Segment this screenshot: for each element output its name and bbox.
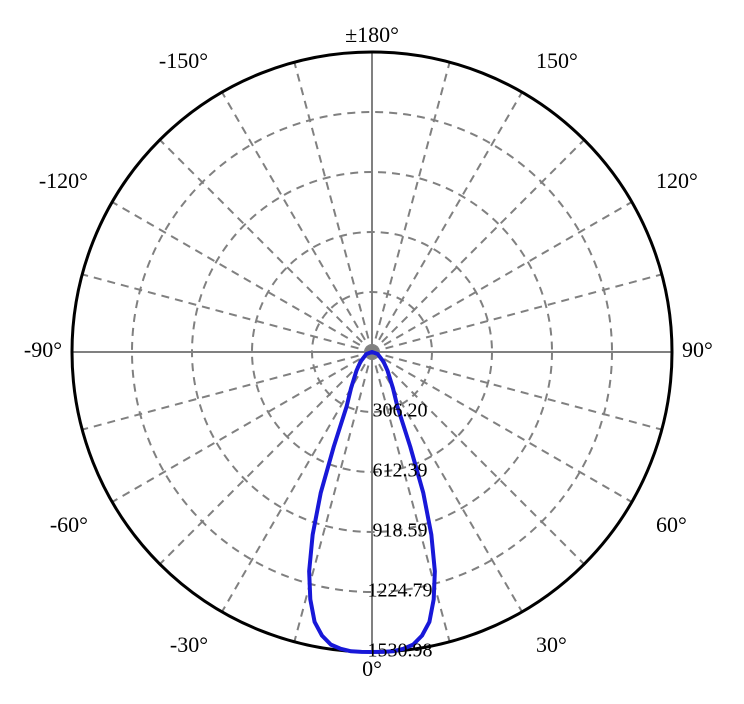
polar-chart: ±180°-150°-120°-90°-60°-30°0°30°60°90°12… bbox=[0, 0, 744, 704]
angle-label: -90° bbox=[24, 337, 62, 362]
angle-label: ±180° bbox=[345, 22, 399, 47]
angle-label: -120° bbox=[39, 168, 88, 193]
angle-label: 60° bbox=[656, 512, 687, 537]
angle-label: -150° bbox=[159, 48, 208, 73]
radial-label: 918.59 bbox=[373, 520, 428, 542]
angle-label: 120° bbox=[656, 168, 698, 193]
angle-label: -60° bbox=[50, 512, 88, 537]
angle-label: -30° bbox=[170, 632, 208, 657]
angle-label: 150° bbox=[536, 48, 578, 73]
radial-label: 1224.79 bbox=[368, 580, 433, 602]
radial-label: 612.39 bbox=[373, 460, 428, 482]
angle-label: 90° bbox=[682, 337, 713, 362]
angle-label: 30° bbox=[536, 632, 567, 657]
radial-label: 1530.98 bbox=[368, 640, 433, 662]
radial-label: 306.20 bbox=[373, 400, 428, 422]
